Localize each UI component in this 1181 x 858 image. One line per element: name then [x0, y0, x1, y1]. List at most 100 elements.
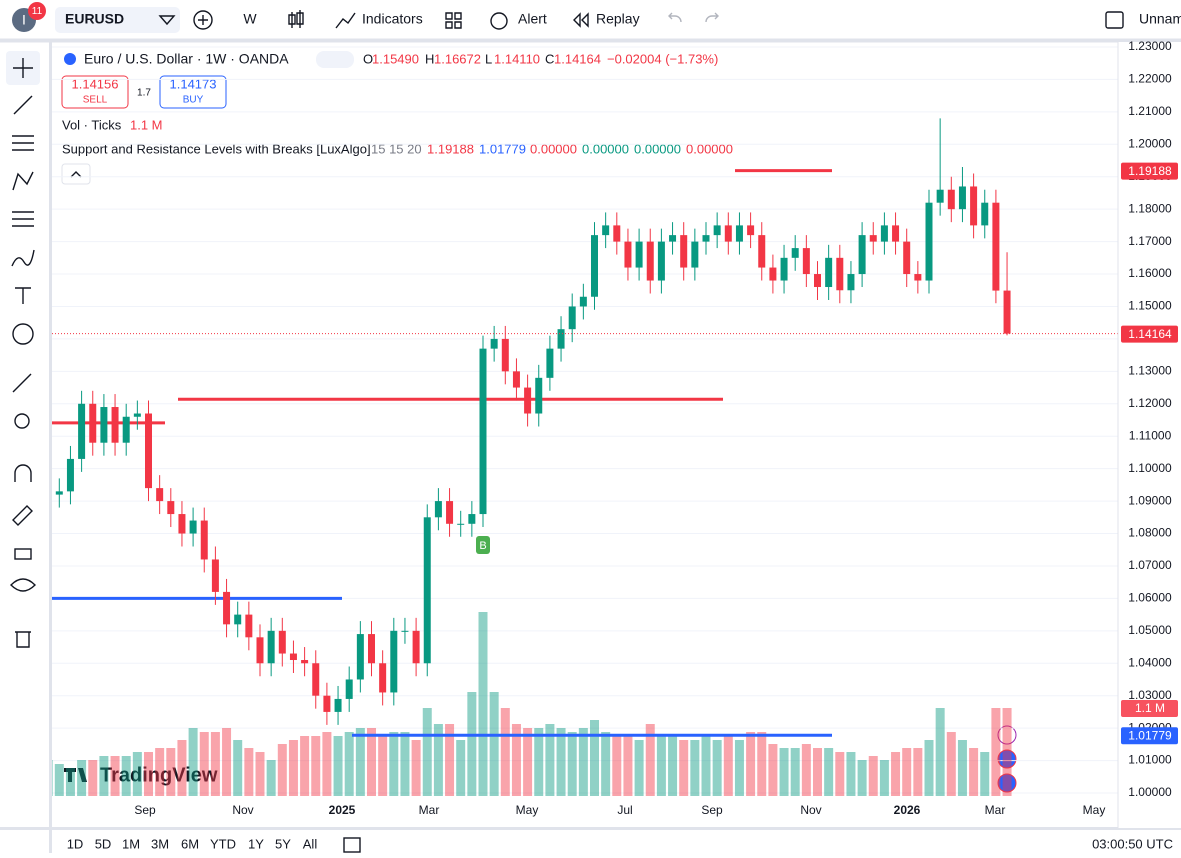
- volume-bar: [534, 728, 544, 796]
- candle-body: [167, 501, 175, 515]
- volume-bar: [634, 740, 644, 796]
- delete-tool[interactable]: [15, 631, 31, 648]
- candle-body: [89, 403, 97, 443]
- volume-bar: [378, 736, 388, 796]
- range-button[interactable]: All: [303, 836, 318, 851]
- interval-button[interactable]: W: [243, 11, 257, 27]
- volume-bar: [311, 736, 321, 796]
- candle-body: [869, 235, 877, 242]
- magnet-tool[interactable]: [14, 464, 32, 482]
- crosshair-tool[interactable]: [13, 58, 33, 78]
- y-tick-label: 1.08000: [1128, 526, 1172, 540]
- lock-tool[interactable]: [14, 548, 32, 560]
- indicators-icon[interactable]: [335, 12, 356, 29]
- volume-bar: [935, 708, 945, 796]
- replay-button[interactable]: Replay: [596, 11, 640, 27]
- candle-body: [981, 202, 989, 226]
- range-button[interactable]: 6M: [181, 836, 199, 851]
- indicator-value: 0.00000: [582, 141, 629, 156]
- x-tick-label: Mar: [985, 803, 1006, 817]
- volume-bar: [690, 740, 700, 796]
- y-tick-label: 1.20000: [1128, 136, 1172, 150]
- fib-tool[interactable]: [12, 135, 34, 151]
- compare-button[interactable]: [193, 10, 213, 30]
- break-label: B: [479, 540, 486, 552]
- symbol-search[interactable]: [55, 7, 180, 33]
- candle-body: [301, 660, 309, 664]
- legend: Euro / U.S. Dollar · 1W · OANDA O 1.1549…: [61, 51, 718, 185]
- trend-line-tool[interactable]: [13, 95, 33, 115]
- range-button[interactable]: YTD: [210, 836, 236, 851]
- undo-button[interactable]: [668, 12, 682, 23]
- candle-body: [100, 407, 108, 443]
- candle-body: [758, 235, 766, 268]
- range-button[interactable]: 1Y: [248, 836, 264, 851]
- candle-body: [802, 248, 810, 275]
- volume-bar: [779, 748, 789, 796]
- collapse-button[interactable]: [61, 163, 91, 185]
- range-button[interactable]: 3M: [151, 836, 169, 851]
- spread: 1.7: [137, 88, 151, 99]
- brush-tool[interactable]: [11, 249, 35, 267]
- replay-icon[interactable]: [573, 12, 589, 28]
- range-button[interactable]: 1D: [67, 836, 84, 851]
- templates-button[interactable]: [445, 12, 462, 29]
- volume-bar: [590, 720, 599, 796]
- candle-body: [880, 225, 888, 242]
- pattern-tool[interactable]: [12, 171, 34, 191]
- volume-bar: [957, 740, 967, 796]
- chart-type-button[interactable]: [288, 10, 304, 28]
- candle-body: [769, 267, 777, 281]
- ohlc-value: 1.14110: [494, 51, 540, 66]
- candle-body: [1003, 290, 1011, 334]
- candle-body: [501, 338, 509, 372]
- volume-bar: [668, 736, 678, 796]
- hide-tool[interactable]: [10, 578, 36, 592]
- y-tick-label: 1.18000: [1128, 201, 1172, 215]
- indicators-button[interactable]: Indicators: [362, 11, 423, 27]
- draw-mode-tool[interactable]: [12, 505, 33, 526]
- volume-bar: [723, 736, 733, 796]
- text-tool[interactable]: [15, 287, 31, 304]
- volume-bar: [65, 768, 75, 796]
- candle-body: [111, 407, 119, 443]
- x-tick-label: May: [516, 803, 539, 817]
- goto-date-button[interactable]: [343, 837, 361, 853]
- candle-body: [892, 225, 900, 242]
- sell-price: 1.14156: [72, 76, 119, 91]
- candle-body: [55, 491, 63, 495]
- candle-body: [178, 514, 186, 534]
- candle-body: [836, 257, 844, 291]
- caret-icon: [70, 171, 82, 178]
- candle-body: [312, 663, 320, 696]
- candle-body: [724, 225, 732, 242]
- forecast-tool[interactable]: [12, 211, 34, 227]
- zoom-tool[interactable]: [14, 413, 30, 429]
- alert-icon[interactable]: [490, 12, 508, 30]
- layout-name[interactable]: Unnam: [1139, 11, 1181, 27]
- volume-bar: [188, 728, 198, 796]
- buy-button[interactable]: [159, 75, 227, 109]
- buy-label: BUY: [183, 95, 204, 106]
- emoji-tool[interactable]: [12, 323, 34, 345]
- volume-bar: [701, 736, 711, 796]
- volume-bar: [846, 752, 856, 796]
- candle-body: [613, 225, 621, 242]
- range-button[interactable]: 5Y: [275, 836, 291, 851]
- sell-button[interactable]: [61, 75, 129, 109]
- redo-button[interactable]: [705, 12, 719, 23]
- candle-body: [379, 663, 387, 693]
- candle-body: [591, 235, 598, 297]
- range-button[interactable]: 5D: [95, 836, 112, 851]
- volume-bar: [222, 728, 232, 796]
- volume-bar: [679, 740, 689, 796]
- ruler-tool[interactable]: [12, 373, 32, 393]
- volume-bar: [52, 760, 53, 796]
- volume-bar: [545, 724, 555, 796]
- candle-body: [970, 186, 978, 226]
- indicator-value: 0.00000: [634, 141, 681, 156]
- layout-checkbox[interactable]: [1105, 11, 1124, 29]
- range-button[interactable]: 1M: [122, 836, 140, 851]
- alert-button[interactable]: Alert: [518, 11, 547, 27]
- y-tick-label: 1.21000: [1128, 104, 1172, 118]
